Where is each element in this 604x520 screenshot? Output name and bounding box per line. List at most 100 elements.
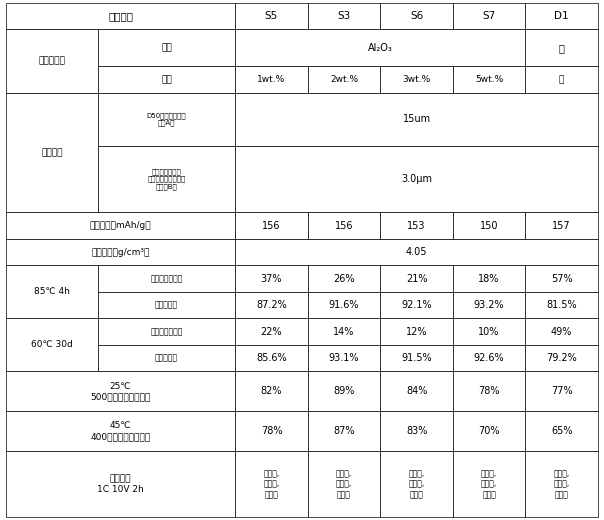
Bar [381,3,453,29]
Bar [453,265,525,292]
Text: 92.1%: 92.1% [401,300,432,310]
Bar [453,345,525,371]
Text: 92.6%: 92.6% [474,353,504,363]
Bar [235,265,307,292]
Bar [235,371,307,411]
Bar [6,451,235,517]
Text: 容量保持率: 容量保持率 [155,301,178,309]
Text: 不鼓气,
不起火,
不漏液: 不鼓气, 不起火, 不漏液 [263,470,280,499]
Text: 26%: 26% [333,274,355,283]
Bar [525,212,598,239]
Bar [525,411,598,451]
Text: 含量: 含量 [161,75,172,84]
Bar [453,3,525,29]
Bar [307,451,381,517]
Bar [453,292,525,318]
Text: 容量保持率: 容量保持率 [155,354,178,362]
Text: 不鼓气,
不起火,
不漏液: 不鼓气, 不起火, 不漏液 [553,470,570,499]
Text: 过充测试
1C 10V 2h: 过充测试 1C 10V 2h [97,475,144,494]
Bar [525,66,598,93]
Bar [235,318,307,345]
Text: 49%: 49% [551,327,573,336]
Text: 82%: 82% [261,386,282,396]
Bar [453,451,525,517]
Bar [6,3,235,29]
Bar [525,3,598,29]
Bar [6,93,98,212]
Bar [381,371,453,411]
Bar [525,371,598,411]
Text: 包覆氧化物: 包覆氧化物 [39,57,65,66]
Text: 21%: 21% [406,274,427,283]
Bar [453,66,525,93]
Text: 60℃ 30d: 60℃ 30d [31,341,72,349]
Text: 1wt.%: 1wt.% [257,75,286,84]
Bar [98,93,235,146]
Bar [6,318,98,371]
Text: S5: S5 [265,11,278,21]
Bar [235,345,307,371]
Bar [453,318,525,345]
Bar [525,451,598,517]
Text: 57%: 57% [551,274,573,283]
Text: 电池编号: 电池编号 [108,11,133,21]
Text: 不鼓气,
不起火,
不漏液: 不鼓气, 不起火, 不漏液 [481,470,497,499]
Bar [6,239,235,265]
Bar [6,265,98,318]
Text: 65%: 65% [551,426,573,436]
Text: 81.5%: 81.5% [547,300,577,310]
Text: 150: 150 [480,220,498,230]
Text: D50粒度等等游离
子粒A）: D50粒度等等游离 子粒A） [147,112,186,126]
Bar [6,411,235,451]
Bar [235,29,525,66]
Text: 4.05: 4.05 [406,247,427,257]
Bar [381,292,453,318]
Text: 容量跳水百分比: 容量跳水百分比 [150,274,182,283]
Text: 10%: 10% [478,327,500,336]
Bar [453,371,525,411]
Text: 85.6%: 85.6% [256,353,287,363]
Bar [453,411,525,451]
Bar [525,29,598,66]
Text: 157: 157 [553,220,571,230]
Bar [235,451,307,517]
Text: 78%: 78% [261,426,282,436]
Bar [235,93,598,146]
Text: 45℃
400周容量质量保持率: 45℃ 400周容量质量保持率 [91,421,150,441]
Text: S6: S6 [410,11,423,21]
Bar [307,3,381,29]
Text: 70%: 70% [478,426,500,436]
Bar [307,66,381,93]
Bar [307,212,381,239]
Bar [525,345,598,371]
Bar [98,29,235,66]
Text: 87.2%: 87.2% [256,300,287,310]
Text: 容量跳水百分比: 容量跳水百分比 [150,327,182,336]
Bar [381,345,453,371]
Bar [6,29,98,93]
Bar [235,239,598,265]
Bar [235,66,307,93]
Text: 22%: 22% [261,327,282,336]
Text: 放电容量（mAh/g）: 放电容量（mAh/g） [90,221,152,230]
Text: 18%: 18% [478,274,500,283]
Bar [98,345,235,371]
Bar [235,146,598,212]
Bar [381,451,453,517]
Bar [453,212,525,239]
Bar [381,265,453,292]
Bar [6,212,235,239]
Text: 156: 156 [335,220,353,230]
Text: 不鼓气,
不起火,
不漏液: 不鼓气, 不起火, 不漏液 [408,470,425,499]
Text: 85℃ 4h: 85℃ 4h [34,288,70,296]
Bar [307,411,381,451]
Bar [6,371,235,411]
Text: 15um: 15um [402,114,431,124]
Bar [235,292,307,318]
Bar [307,265,381,292]
Text: 粒度大小: 粒度大小 [41,148,63,157]
Bar [98,292,235,318]
Text: 14%: 14% [333,327,355,336]
Bar [307,371,381,411]
Text: 37%: 37% [261,274,282,283]
